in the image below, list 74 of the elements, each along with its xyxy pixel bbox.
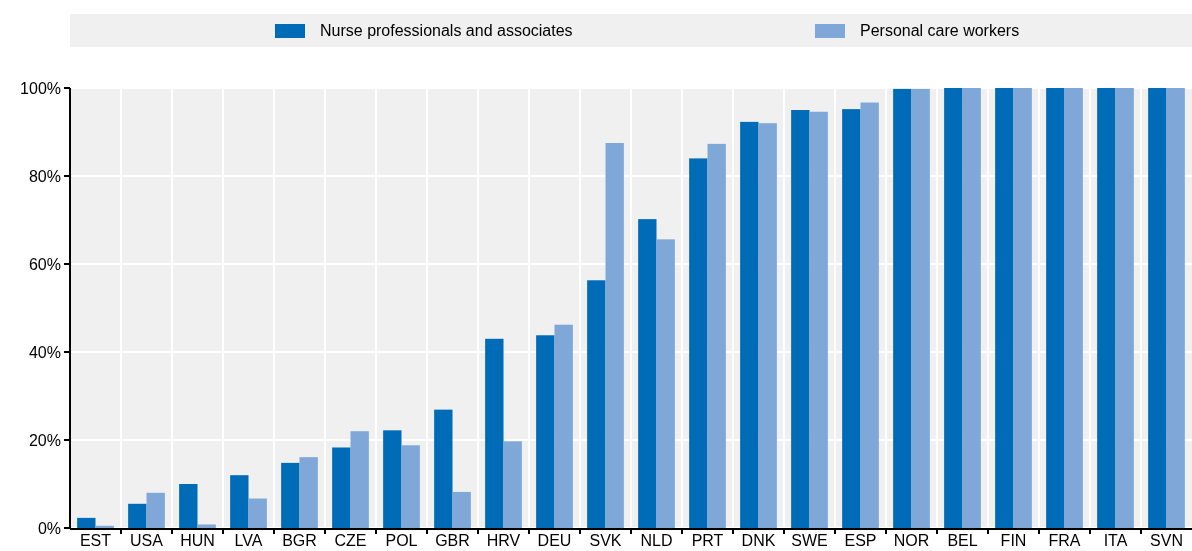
bar <box>1097 88 1116 528</box>
bar <box>860 102 879 528</box>
bar <box>1064 88 1083 528</box>
bar <box>230 475 249 528</box>
bar <box>146 492 165 528</box>
x-tick-label: GBR <box>435 532 470 549</box>
bar <box>656 239 675 528</box>
x-tick-label: FRA <box>1048 532 1081 549</box>
bar <box>1013 88 1032 528</box>
bar <box>401 445 420 528</box>
bar <box>350 431 369 528</box>
bar <box>791 110 810 528</box>
bar <box>332 447 351 528</box>
x-tick-label: SVK <box>589 532 622 549</box>
x-tick-label: HRV <box>486 532 521 549</box>
x-tick-label: HUN <box>180 532 215 549</box>
bar <box>248 498 267 528</box>
bar <box>911 88 930 528</box>
x-tick-label: NOR <box>893 532 930 549</box>
bar <box>809 111 828 528</box>
x-tick-label: DNK <box>741 532 776 549</box>
y-tick-label: 40% <box>28 343 61 361</box>
legend-label: Personal care workers <box>860 22 1020 39</box>
bar <box>1046 88 1065 528</box>
bar <box>281 462 300 528</box>
y-tick-label: 80% <box>28 167 61 185</box>
bar <box>689 158 708 528</box>
bar <box>503 441 522 528</box>
bar <box>299 457 318 528</box>
bar <box>1115 88 1134 528</box>
x-tick-label: ESP <box>844 532 877 549</box>
y-tick-label: 0% <box>37 519 61 537</box>
bar <box>740 121 759 528</box>
x-tick-label: PRT <box>691 532 724 549</box>
bar <box>434 409 453 528</box>
bar <box>638 219 657 528</box>
x-tick-label: USA <box>130 532 164 549</box>
x-tick-label: DEU <box>537 532 572 549</box>
bar <box>707 143 726 528</box>
bar <box>587 280 606 528</box>
y-tick-label: 20% <box>28 431 61 449</box>
bar <box>962 88 981 528</box>
bar <box>128 503 147 528</box>
bar <box>383 430 402 528</box>
bar <box>77 517 96 528</box>
x-tick-label: FIN <box>1000 532 1027 549</box>
x-tick-label: BGR <box>282 532 317 549</box>
y-tick-label: 60% <box>28 255 61 273</box>
bar <box>758 123 777 528</box>
x-tick-label: BEL <box>947 532 978 549</box>
bar <box>197 524 216 528</box>
bar <box>842 109 861 528</box>
y-tick-label: 100% <box>20 79 61 97</box>
bar <box>944 88 963 528</box>
bar <box>179 484 198 528</box>
bar <box>95 525 114 528</box>
x-tick-label: SVN <box>1150 532 1183 549</box>
x-tick-label: CZE <box>334 532 367 549</box>
legend-label: Nurse professionals and associates <box>320 22 573 39</box>
bar <box>485 338 504 528</box>
x-tick-label: ITA <box>1103 532 1128 549</box>
x-tick-label: LVA <box>234 532 263 549</box>
bar <box>1166 88 1185 528</box>
bar <box>536 335 555 528</box>
x-tick-label: EST <box>79 532 112 549</box>
bar <box>893 88 912 528</box>
bar <box>605 143 624 528</box>
x-tick-label: NLD <box>640 532 673 549</box>
bar <box>554 324 573 528</box>
bar <box>1148 88 1167 528</box>
x-tick-label: POL <box>385 532 418 549</box>
bar <box>452 491 471 528</box>
x-tick-label: SWE <box>791 532 828 549</box>
bar <box>995 88 1014 528</box>
